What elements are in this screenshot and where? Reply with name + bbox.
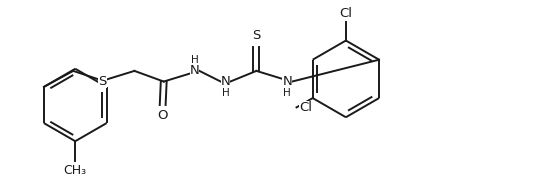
- Text: H: H: [191, 55, 199, 65]
- Text: H: H: [222, 88, 230, 98]
- Text: CH₃: CH₃: [64, 164, 87, 177]
- Text: N: N: [221, 75, 230, 88]
- Text: S: S: [252, 29, 261, 42]
- Text: Cl: Cl: [299, 101, 312, 114]
- Text: O: O: [158, 109, 168, 122]
- Text: N: N: [190, 64, 200, 77]
- Text: S: S: [98, 75, 107, 88]
- Text: N: N: [282, 75, 292, 88]
- Text: Cl: Cl: [340, 7, 352, 20]
- Text: H: H: [284, 88, 291, 98]
